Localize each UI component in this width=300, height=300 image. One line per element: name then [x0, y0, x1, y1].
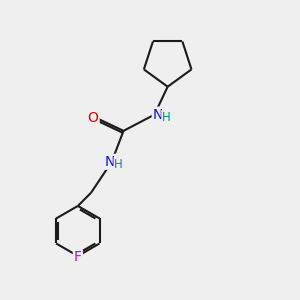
- Text: H: H: [162, 110, 171, 124]
- Text: N: N: [105, 155, 116, 169]
- Text: F: F: [74, 250, 82, 265]
- Text: H: H: [114, 158, 123, 171]
- Text: N: N: [153, 108, 163, 122]
- Text: O: O: [88, 111, 99, 124]
